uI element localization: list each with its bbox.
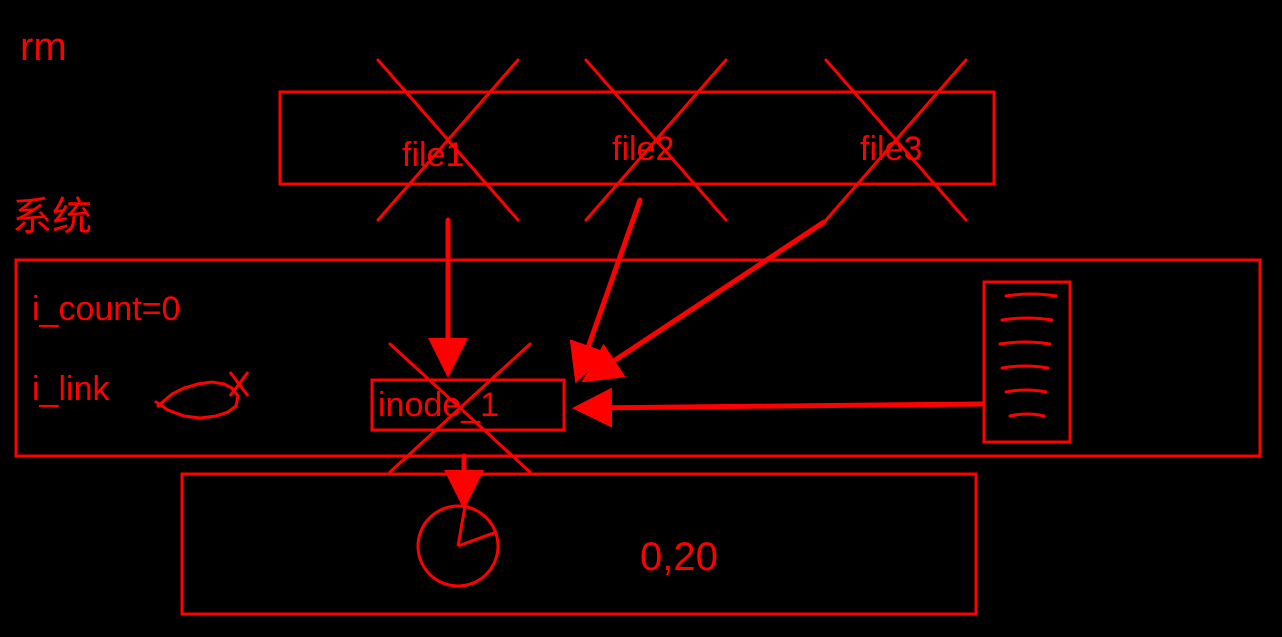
inode-label: inode_1 [378, 386, 499, 424]
list-box [984, 282, 1070, 442]
i-link-scribble [156, 382, 238, 418]
list-line-1 [1002, 318, 1052, 320]
list-line-4 [1006, 390, 1046, 392]
system-box [16, 260, 1260, 456]
i_link-label: i_link [32, 370, 110, 408]
list-line-0 [1006, 294, 1056, 296]
arrow-3 [580, 404, 982, 408]
system-label: 系统 [12, 195, 92, 239]
list-line-5 [1010, 414, 1044, 416]
file1-label: file1 [402, 136, 464, 174]
rm-label: rm [20, 25, 67, 69]
i_count-label: i_count=0 [32, 290, 180, 328]
disk-wedge [458, 507, 496, 546]
file3-label: file3 [860, 130, 922, 168]
list-line-2 [1000, 342, 1050, 344]
file2-label: file2 [612, 130, 674, 168]
coords-label: 0,20 [640, 535, 718, 579]
disk-box [182, 474, 976, 614]
list-line-3 [1002, 366, 1048, 368]
